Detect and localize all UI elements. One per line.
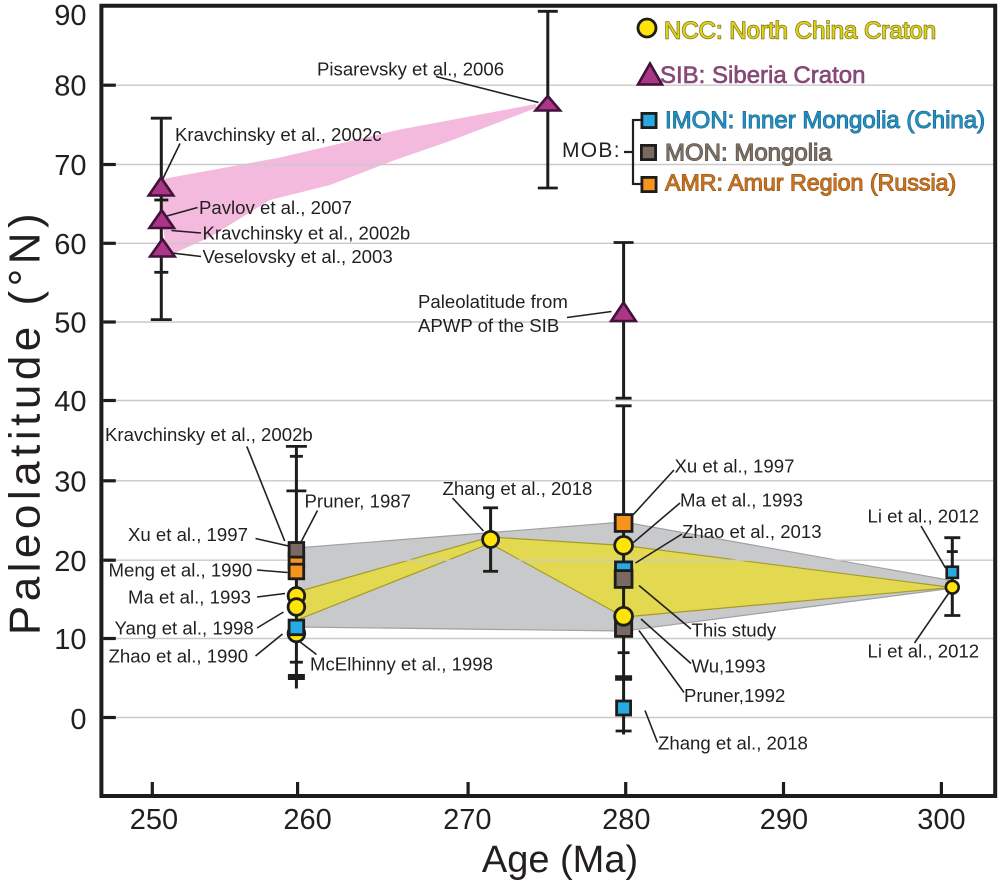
- svg-text:Pavlov et al., 2007: Pavlov et al., 2007: [199, 197, 352, 218]
- svg-text:IMON: Inner Mongolia (China): IMON: Inner Mongolia (China): [665, 107, 985, 134]
- svg-text:Age (Ma): Age (Ma): [482, 839, 638, 881]
- svg-text:Meng et al., 1990: Meng et al., 1990: [109, 560, 253, 581]
- svg-text:Zhao et al., 1990: Zhao et al., 1990: [109, 646, 249, 667]
- svg-text:Paleolatitude from: Paleolatitude from: [418, 291, 568, 312]
- svg-text:MOB:: MOB:: [562, 139, 621, 162]
- svg-text:250: 250: [130, 804, 178, 836]
- svg-text:60: 60: [54, 229, 86, 261]
- svg-text:290: 290: [760, 804, 808, 836]
- svg-text:NCC: North China Craton: NCC: North China Craton: [664, 18, 936, 45]
- svg-text:Li et al., 2012: Li et al., 2012: [868, 641, 980, 662]
- svg-text:Xu et al., 1997: Xu et al., 1997: [675, 456, 795, 477]
- svg-text:AMR: Amur Region (Russia): AMR: Amur Region (Russia): [665, 169, 956, 195]
- svg-text:Zhang et al., 2018: Zhang et al., 2018: [443, 478, 593, 499]
- svg-text:20: 20: [54, 546, 86, 578]
- svg-text:50: 50: [54, 308, 86, 340]
- svg-text:Ma et al., 1993: Ma et al., 1993: [128, 587, 251, 608]
- svg-text:40: 40: [54, 386, 86, 418]
- svg-text:Kravchinsky et al., 2002b: Kravchinsky et al., 2002b: [105, 424, 313, 445]
- svg-text:90: 90: [54, 0, 86, 32]
- svg-text:Paleolatitude (°N): Paleolatitude (°N): [1, 209, 50, 635]
- svg-text:Li et al., 2012: Li et al., 2012: [868, 506, 980, 527]
- svg-text:10: 10: [54, 624, 86, 656]
- svg-text:Zhao et al., 2013: Zhao et al., 2013: [682, 521, 822, 542]
- svg-text:MON: Mongolia: MON: Mongolia: [665, 140, 832, 167]
- svg-text:280: 280: [602, 804, 650, 836]
- svg-text:30: 30: [54, 466, 86, 498]
- svg-text:70: 70: [54, 150, 86, 182]
- svg-text:Pisarevsky et al., 2006: Pisarevsky et al., 2006: [317, 59, 504, 80]
- svg-text:Wu,1993: Wu,1993: [692, 656, 766, 677]
- svg-text:Kravchinsky et al., 2002c: Kravchinsky et al., 2002c: [175, 124, 382, 145]
- svg-text:80: 80: [54, 71, 86, 103]
- svg-text:SIB: Siberia Craton: SIB: Siberia Craton: [660, 62, 865, 89]
- svg-text:Veselovsky et al., 2003: Veselovsky et al., 2003: [203, 246, 393, 267]
- svg-text:This study: This study: [692, 620, 777, 641]
- svg-text:McElhinny et al., 1998: McElhinny et al., 1998: [310, 654, 493, 675]
- svg-text:Zhang et al., 2018: Zhang et al., 2018: [658, 733, 808, 754]
- svg-text:300: 300: [917, 804, 965, 836]
- svg-text:Pruner,1992: Pruner,1992: [684, 685, 785, 706]
- svg-text:260: 260: [283, 804, 331, 836]
- svg-text:Pruner, 1987: Pruner, 1987: [305, 491, 411, 512]
- svg-text:270: 270: [443, 804, 491, 836]
- svg-text:Ma et al., 1993: Ma et al., 1993: [680, 490, 803, 511]
- svg-text:Xu et al., 1997: Xu et al., 1997: [128, 524, 248, 545]
- svg-text:0: 0: [70, 704, 86, 736]
- svg-text:Kravchinsky et al., 2002b: Kravchinsky et al., 2002b: [203, 223, 411, 244]
- svg-text:Yang et al., 1998: Yang et al., 1998: [115, 618, 254, 639]
- svg-text:APWP of the SIB: APWP of the SIB: [418, 315, 559, 336]
